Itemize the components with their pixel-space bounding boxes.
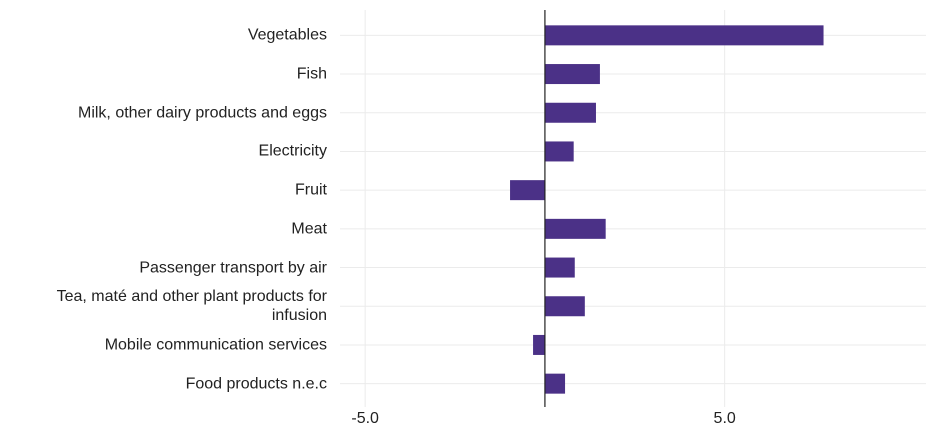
bar [544,64,600,85]
x-tick-label: 5.0 [714,410,736,427]
bar [544,257,575,278]
y-tick-label: Mobile communication services [104,336,327,354]
y-tick-label: Tea, maté and other plant products for i… [56,288,327,325]
y-tick-label: Vegetables [247,26,327,44]
bar [544,373,566,394]
y-tick-label: Food products n.e.c [185,375,327,393]
y-tick-label: Passenger transport by air [139,259,327,277]
y-tick-label: Meat [291,220,327,238]
bar [544,218,606,239]
bar [544,25,824,46]
y-tick-label: Fruit [295,181,327,199]
bar [544,141,574,162]
bar [510,180,545,201]
x-tick-label: -5.0 [351,410,379,427]
y-tick-label: Fish [296,65,327,83]
y-tick-label: Electricity [258,142,327,160]
bar [533,334,545,355]
bar [544,296,585,317]
y-tick-label: Milk, other dairy products and eggs [77,104,327,122]
bar [544,102,596,123]
